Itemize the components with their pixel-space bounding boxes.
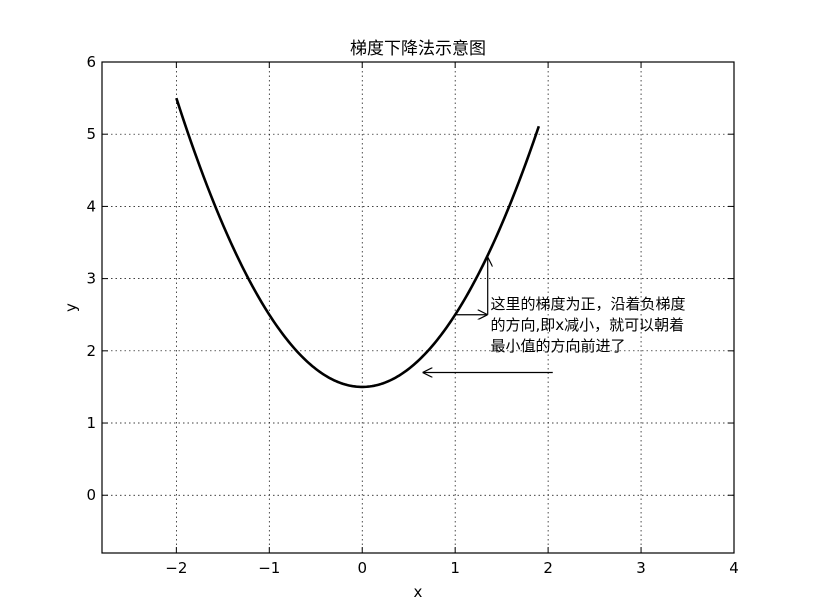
x-tick-label: 3 [636, 559, 646, 577]
y-tick-label: 4 [86, 197, 96, 215]
chart-title: 梯度下降法示意图 [350, 39, 486, 59]
y-tick-label: 2 [86, 342, 96, 360]
plot-frame [101, 61, 735, 554]
y-tick-label: 6 [86, 53, 96, 71]
function-curve [175, 97, 541, 389]
y-tick-label: 3 [86, 270, 96, 288]
annotation-text-line: 最小值的方向前进了 [490, 337, 625, 355]
y-tick-labels: 0 1 2 3 4 5 6 [86, 53, 96, 504]
x-tick-labels: −2 −1 0 1 2 3 4 [165, 559, 738, 577]
y-tick-label: 1 [86, 414, 96, 432]
annotation-text-line: 的方向,即x减小，就可以朝着 [490, 316, 684, 334]
x-tick-label: −2 [165, 559, 187, 577]
y-tick-label: 0 [86, 486, 96, 504]
y-tick-label: 5 [86, 125, 96, 143]
annotation-text-line: 这里的梯度为正，沿着负梯度 [490, 295, 685, 313]
x-tick-label: 2 [543, 559, 553, 577]
x-tick-label: 4 [729, 559, 739, 577]
y-axis-label: y [62, 303, 80, 312]
x-tick-label: 1 [450, 559, 460, 577]
x-axis-label: x [414, 583, 423, 601]
axis-ticks [102, 61, 735, 553]
x-tick-label: −1 [258, 559, 280, 577]
x-tick-label: 0 [357, 559, 367, 577]
